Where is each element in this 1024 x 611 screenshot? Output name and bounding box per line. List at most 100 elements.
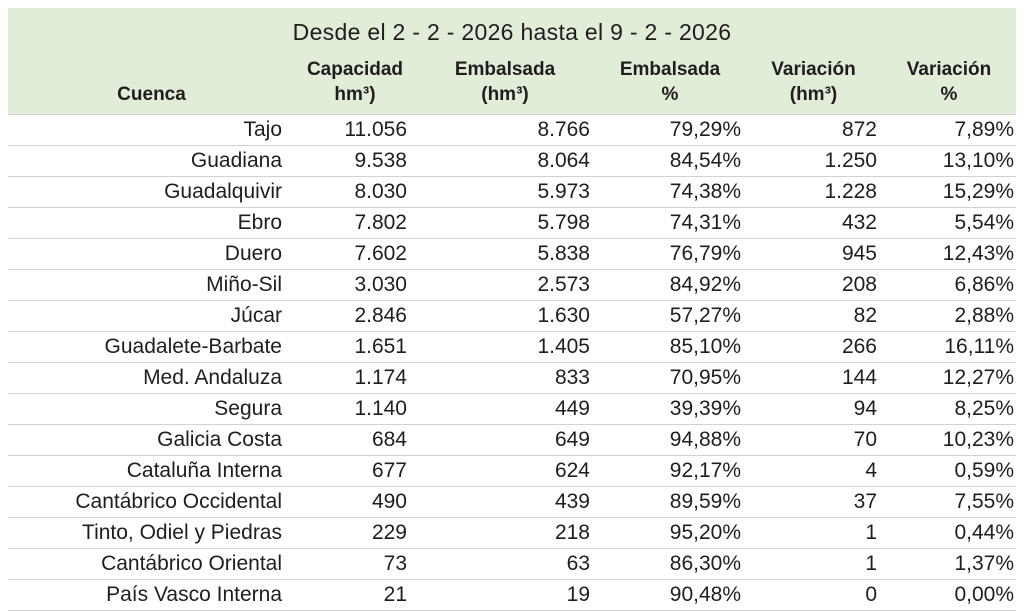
capacidad-cell: 1.140: [295, 393, 415, 425]
embalsada-pct-cell: 74,31%: [595, 207, 745, 239]
table-header: Desde el 2 - 2 - 2026 hasta el 9 - 2 - 2…: [8, 8, 1017, 115]
column-header-embalsada-hm3: Embalsada (hm³): [415, 46, 595, 115]
embalsada-pct-cell: 74,38%: [595, 176, 745, 208]
embalsada-pct-cell: 86,30%: [595, 548, 745, 580]
variacion-pct-cell: 7,55%: [882, 486, 1017, 518]
cuenca-cell: Guadalete-Barbate: [8, 331, 295, 363]
table-row: Segura 1.140 449 39,39% 94 8,25%: [8, 393, 1017, 425]
table-row: Tajo 11.056 8.766 79,29% 872 7,89%: [8, 114, 1017, 146]
variacion-pct-cell: 12,43%: [882, 238, 1017, 270]
capacidad-cell: 1.651: [295, 331, 415, 363]
embalsada-pct-cell: 94,88%: [595, 424, 745, 456]
variacion-pct-cell: 7,89%: [882, 114, 1017, 146]
cuenca-cell: Miño-Sil: [8, 269, 295, 301]
embalsada-pct-cell: 39,39%: [595, 393, 745, 425]
table-row: Guadalete-Barbate 1.651 1.405 85,10% 266 16,1…: [8, 331, 1017, 363]
cuenca-cell: Cataluña Interna: [8, 455, 295, 487]
capacidad-cell: 7.602: [295, 238, 415, 270]
column-header-unit: hm³): [334, 84, 376, 105]
capacidad-cell: 21: [295, 579, 415, 611]
column-header-label: Cuenca: [117, 84, 186, 105]
variacion-hm3-cell: 872: [745, 114, 882, 146]
embalsada-hm3-cell: 5.973: [415, 176, 595, 208]
table-row: Duero 7.602 5.838 76,79% 945 12,43%: [8, 238, 1017, 270]
reservoir-table: Desde el 2 - 2 - 2026 hasta el 9 - 2 - 2…: [8, 8, 1017, 611]
cuenca-cell: Ebro: [8, 207, 295, 239]
embalsada-pct-cell: 89,59%: [595, 486, 745, 518]
column-header-embalsada-pct: Embalsada %: [595, 46, 745, 115]
embalsada-hm3-cell: 19: [415, 579, 595, 611]
embalsada-hm3-cell: 833: [415, 362, 595, 394]
variacion-hm3-cell: 37: [745, 486, 882, 518]
capacidad-cell: 11.056: [295, 114, 415, 146]
embalsada-hm3-cell: 5.838: [415, 238, 595, 270]
table-row: Guadalquivir 8.030 5.973 74,38% 1.228 15,29%: [8, 176, 1017, 208]
variacion-hm3-cell: 432: [745, 207, 882, 239]
capacidad-cell: 1.174: [295, 362, 415, 394]
embalsada-hm3-cell: 439: [415, 486, 595, 518]
column-header-cuenca: Cuenca: [8, 46, 295, 115]
embalsada-hm3-cell: 2.573: [415, 269, 595, 301]
variacion-hm3-cell: 208: [745, 269, 882, 301]
variacion-hm3-cell: 4: [745, 455, 882, 487]
embalsada-hm3-cell: 63: [415, 548, 595, 580]
embalsada-pct-cell: 95,20%: [595, 517, 745, 549]
variacion-pct-cell: 1,37%: [882, 548, 1017, 580]
table-row: Galicia Costa 684 649 94,88% 70 10,23%: [8, 424, 1017, 456]
variacion-hm3-cell: 94: [745, 393, 882, 425]
embalsada-hm3-cell: 624: [415, 455, 595, 487]
table-row: Tinto, Odiel y Piedras 229 218 95,20% 1 0,44%: [8, 517, 1017, 549]
embalsada-pct-cell: 84,92%: [595, 269, 745, 301]
variacion-pct-cell: 15,29%: [882, 176, 1017, 208]
column-header-label: Variación: [906, 59, 992, 80]
capacidad-cell: 9.538: [295, 145, 415, 177]
variacion-hm3-cell: 0: [745, 579, 882, 611]
variacion-pct-cell: 0,00%: [882, 579, 1017, 611]
cuenca-cell: Galicia Costa: [8, 424, 295, 456]
embalsada-hm3-cell: 1.630: [415, 300, 595, 332]
column-header-label: Embalsada: [619, 59, 721, 80]
embalsada-pct-cell: 92,17%: [595, 455, 745, 487]
variacion-pct-cell: 5,54%: [882, 207, 1017, 239]
table-row: Ebro 7.802 5.798 74,31% 432 5,54%: [8, 207, 1017, 239]
table-row: Júcar 2.846 1.630 57,27% 82 2,88%: [8, 300, 1017, 332]
embalsada-hm3-cell: 649: [415, 424, 595, 456]
embalsada-hm3-cell: 8.766: [415, 114, 595, 146]
reservoir-report: Desde el 2 - 2 - 2026 hasta el 9 - 2 - 2…: [8, 8, 1017, 611]
variacion-hm3-cell: 945: [745, 238, 882, 270]
embalsada-hm3-cell: 8.064: [415, 145, 595, 177]
cuenca-cell: Júcar: [8, 300, 295, 332]
title-row: Desde el 2 - 2 - 2026 hasta el 9 - 2 - 2…: [8, 8, 1017, 46]
cuenca-cell: Tajo: [8, 114, 295, 146]
table-body: Tajo 11.056 8.766 79,29% 872 7,89% Guadiana 9.5…: [8, 114, 1017, 611]
embalsada-hm3-cell: 449: [415, 393, 595, 425]
cuenca-cell: País Vasco Interna: [8, 579, 295, 611]
embalsada-pct-cell: 70,95%: [595, 362, 745, 394]
column-header-row: Cuenca Capacidad hm³) Embalsada (hm³) Em…: [8, 46, 1017, 115]
capacidad-cell: 684: [295, 424, 415, 456]
variacion-pct-cell: 16,11%: [882, 331, 1017, 363]
variacion-hm3-cell: 1.228: [745, 176, 882, 208]
column-header-unit: (hm³): [481, 84, 529, 105]
embalsada-hm3-cell: 1.405: [415, 331, 595, 363]
capacidad-cell: 8.030: [295, 176, 415, 208]
table-row: País Vasco Interna 21 19 90,48% 0 0,00%: [8, 579, 1017, 611]
cuenca-cell: Cantábrico Occidental: [8, 486, 295, 518]
variacion-pct-cell: 0,44%: [882, 517, 1017, 549]
capacidad-cell: 73: [295, 548, 415, 580]
cuenca-cell: Guadiana: [8, 145, 295, 177]
embalsada-pct-cell: 90,48%: [595, 579, 745, 611]
table-row: Cantábrico Oriental 73 63 86,30% 1 1,37%: [8, 548, 1017, 580]
cuenca-cell: Cantábrico Oriental: [8, 548, 295, 580]
column-header-variacion-hm3: Variación (hm³): [745, 46, 882, 115]
variacion-hm3-cell: 70: [745, 424, 882, 456]
variacion-hm3-cell: 144: [745, 362, 882, 394]
embalsada-pct-cell: 76,79%: [595, 238, 745, 270]
variacion-hm3-cell: 1: [745, 548, 882, 580]
cuenca-cell: Med. Andaluza: [8, 362, 295, 394]
embalsada-pct-cell: 84,54%: [595, 145, 745, 177]
table-row: Cataluña Interna 677 624 92,17% 4 0,59%: [8, 455, 1017, 487]
capacidad-cell: 2.846: [295, 300, 415, 332]
cuenca-cell: Guadalquivir: [8, 176, 295, 208]
variacion-pct-cell: 12,27%: [882, 362, 1017, 394]
